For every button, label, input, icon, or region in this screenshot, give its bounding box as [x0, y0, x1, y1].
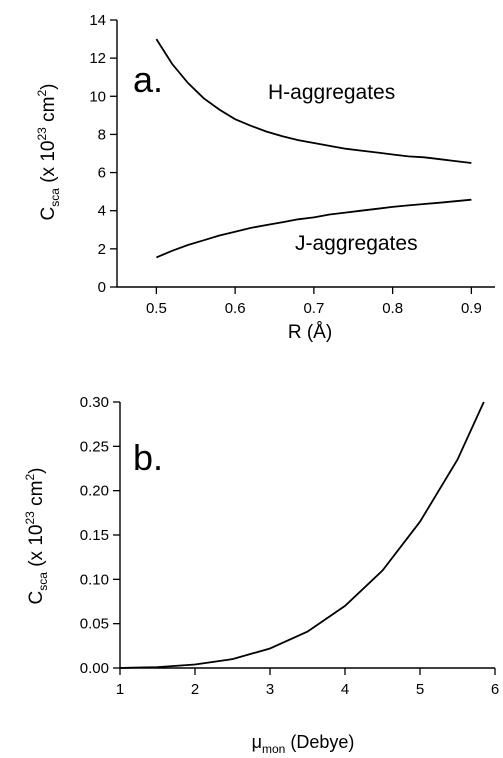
panel-b-x-tick-label: 3 — [266, 681, 274, 698]
panel-b-y-tick-label: 0.20 — [80, 483, 109, 500]
panel-b-x-tick-label: 1 — [116, 681, 124, 698]
panel-a-y-tick-label: 4 — [98, 203, 106, 220]
panel-a-y-tick-label: 6 — [98, 165, 106, 182]
panel-a-x-axis-label: R (Å) — [288, 322, 332, 343]
panel-a-y-tick-label: 8 — [98, 126, 106, 143]
panel-a-x-tick-label: 0.7 — [303, 300, 324, 317]
panel-b-y-tick-label: 0.25 — [80, 438, 109, 455]
panel-b-series-line-1 — [119, 401, 485, 669]
panel-b-y-tick-label: 0.10 — [80, 571, 109, 588]
panel-b-y-axis-label: Csca (x 1023 cm2) — [23, 468, 50, 605]
panel-a-y-tick-label: 10 — [89, 88, 106, 105]
panel-a-x-tick-label: 0.9 — [461, 300, 482, 317]
panel-a-y-axis-label: Csca (x 1023 cm2) — [35, 84, 62, 221]
panel-b-y-tick-label: 0.05 — [80, 616, 109, 633]
panel-b-y-tick-label: 0.15 — [80, 527, 109, 544]
h-aggregates-label: H-aggregates — [268, 81, 395, 104]
panel-b-x-tick-label: 2 — [191, 681, 199, 698]
panel-a-y-tick-label: 14 — [89, 12, 106, 29]
panel-a-y-tick-label: 0 — [98, 279, 106, 296]
panel-b-label: b. — [133, 437, 163, 478]
panel-a-y-tick-label: 2 — [98, 241, 106, 258]
panel-b-x-tick-label: 6 — [491, 681, 499, 698]
panel-a-y-tick-label: 12 — [89, 50, 106, 67]
panel-b-x-tick-label: 5 — [416, 681, 424, 698]
panel-b-axes — [119, 402, 495, 669]
panel-a-series-line-1 — [155, 38, 472, 164]
panel-a-label: a. — [133, 59, 163, 100]
panel-a-x-tick-label: 0.8 — [382, 300, 403, 317]
panel-a: a. H-aggregates J-aggregates R (Å) Csca … — [35, 12, 495, 343]
panel-a-series-line-2 — [156, 198, 472, 259]
panel-a-x-tick-label: 0.5 — [146, 300, 167, 317]
panel-b: b. μmon (Debye) Csca (x 1023 cm2) 0.00 0.… — [23, 394, 499, 756]
panel-b-y-tick-label: 0.00 — [80, 660, 109, 677]
panel-a-x-tick-label: 0.6 — [225, 300, 246, 317]
j-aggregates-label: J-aggregates — [295, 232, 418, 255]
panel-b-x-axis-label: μmon (Debye) — [252, 732, 355, 756]
panel-b-y-tick-label: 0.30 — [80, 394, 109, 411]
panel-b-x-tick-label: 4 — [341, 681, 349, 698]
